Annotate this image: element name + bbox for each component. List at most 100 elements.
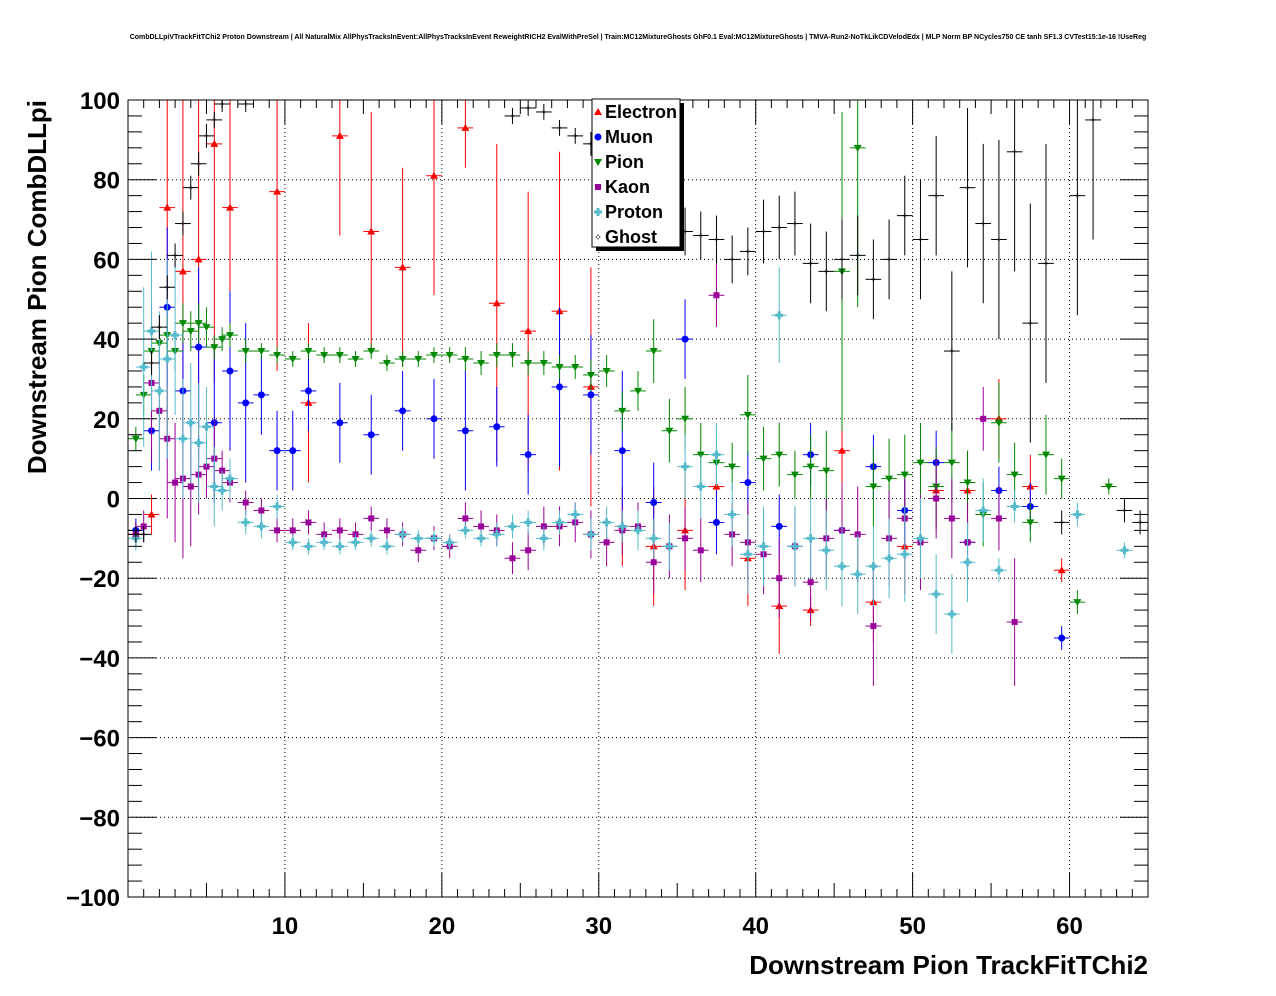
marker-cross [571, 510, 580, 519]
marker-star [172, 252, 179, 259]
marker-triangle-down [210, 344, 219, 352]
data-point [237, 339, 254, 364]
data-point [536, 351, 552, 375]
data-point [1006, 490, 1023, 523]
marker-triangle-down [320, 352, 329, 360]
marker-star [901, 212, 908, 219]
marker-triangle-down [947, 459, 956, 467]
legend: Electron Muon Pion Kaon Proton Ghost [591, 98, 684, 251]
data-point [332, 538, 348, 555]
data-point [834, 526, 850, 607]
data-point [771, 422, 788, 487]
marker-cross [163, 355, 172, 364]
marker-cross [665, 542, 674, 551]
marker-star [713, 236, 720, 243]
data-point [755, 199, 772, 264]
marker-cross [461, 526, 470, 535]
marker-star [917, 236, 924, 243]
marker-cross [194, 438, 203, 447]
data-point [551, 510, 568, 535]
data-layer [128, 100, 1148, 686]
marker-cross [398, 530, 407, 539]
data-point [865, 239, 882, 320]
marker-triangle-down [994, 419, 1003, 427]
data-point [849, 215, 866, 296]
marker-square [172, 479, 179, 486]
marker-star [164, 284, 171, 291]
marker-triangle-down [790, 471, 799, 479]
marker-cross [477, 534, 486, 543]
data-point [645, 319, 662, 383]
x-tick-label: 40 [742, 913, 769, 940]
data-point [182, 363, 199, 483]
x-tick-label: 30 [585, 913, 612, 940]
data-point [473, 351, 489, 375]
data-point [520, 100, 536, 116]
marker-circle [226, 367, 234, 375]
legend-label-ghost: Ghost [605, 227, 657, 247]
data-point [944, 478, 960, 559]
data-point [975, 143, 992, 304]
marker-cross [618, 522, 627, 531]
data-point [175, 303, 191, 344]
marker-star [1027, 320, 1034, 327]
data-point [284, 351, 301, 367]
marker-cross [178, 434, 187, 443]
data-point [253, 355, 270, 435]
data-point [222, 291, 238, 451]
data-point [143, 351, 160, 375]
data-point [802, 434, 819, 499]
marker-cross [853, 570, 862, 579]
marker-cross [304, 542, 313, 551]
marker-circle [461, 427, 469, 435]
marker-triangle-up [838, 446, 846, 454]
data-point [426, 530, 442, 547]
marker-star [839, 256, 845, 263]
marker-cross [759, 542, 768, 551]
marker-star [807, 260, 814, 267]
data-point [206, 446, 223, 527]
data-point [551, 355, 568, 379]
data-point [991, 139, 1007, 340]
data-point [912, 498, 929, 579]
marker-circle [273, 447, 281, 455]
marker-cross [430, 534, 438, 543]
data-point [896, 506, 913, 603]
marker-cross [226, 474, 234, 483]
data-point [1053, 510, 1070, 535]
chart-title: CombDLLpiVTrackFitTChi2 Proton Downstrea… [129, 34, 1147, 41]
data-point [708, 263, 725, 328]
data-point [300, 351, 317, 431]
data-point [441, 347, 458, 364]
data-point [802, 223, 819, 304]
marker-triangle-up [430, 171, 438, 179]
legend-label-proton: Proton [605, 202, 663, 222]
data-point [167, 243, 183, 268]
data-point [426, 378, 442, 459]
data-point [1069, 590, 1086, 615]
marker-cross [335, 542, 344, 551]
data-point [536, 103, 552, 120]
marker-triangle-down [963, 479, 972, 487]
data-point [536, 526, 552, 551]
data-point [426, 347, 442, 364]
marker-circle [594, 133, 602, 141]
marker-triangle-up [1057, 566, 1066, 574]
marker-circle [289, 447, 297, 455]
marker-circle [1058, 634, 1066, 642]
marker-cross [202, 422, 211, 431]
marker-star [540, 108, 547, 115]
data-point [818, 510, 835, 591]
data-point [128, 426, 144, 451]
y-tick-label: −20 [79, 566, 120, 593]
marker-triangle-down [477, 360, 486, 368]
marker-circle [524, 451, 532, 459]
marker-cross [649, 534, 658, 543]
data-point [520, 530, 536, 571]
data-point [190, 151, 207, 176]
marker-triangle-up [335, 131, 344, 139]
data-point [818, 231, 835, 312]
data-point [740, 374, 756, 455]
marker-triangle-down [367, 348, 376, 356]
data-point [394, 370, 411, 451]
